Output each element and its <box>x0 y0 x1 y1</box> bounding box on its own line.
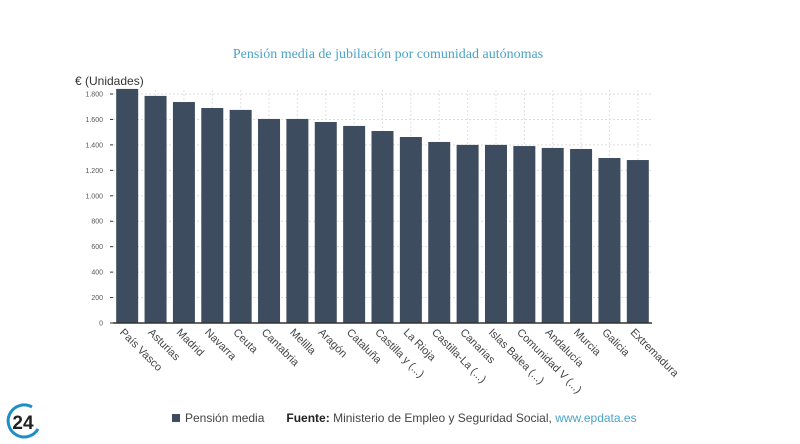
chart-title: Pensión media de jubilación por comunida… <box>233 47 543 62</box>
bar[interactable] <box>570 148 593 323</box>
y-tick-label: 800 <box>91 219 103 226</box>
y-axis-label: € (Unidades) <box>75 74 144 88</box>
y-tick-label: 0 <box>99 321 103 328</box>
bar[interactable] <box>626 160 649 323</box>
bar[interactable] <box>541 147 564 323</box>
bar[interactable] <box>258 118 281 324</box>
legend-item[interactable]: Pensión media <box>172 411 264 425</box>
bar[interactable] <box>343 125 366 324</box>
bar[interactable] <box>598 157 621 323</box>
bar[interactable] <box>144 95 167 324</box>
bar[interactable] <box>484 144 507 323</box>
y-tick-label: 1.800 <box>85 92 103 99</box>
y-tick-label: 400 <box>91 270 103 277</box>
y-tick-label: 1.000 <box>85 193 103 200</box>
source-link[interactable]: www.epdata.es <box>555 411 637 425</box>
bar[interactable] <box>428 141 451 323</box>
x-tick-label: Extremadura <box>628 327 682 381</box>
legend: Pensión media Fuente: Ministerio de Empl… <box>172 411 637 425</box>
y-tick-label: 1.400 <box>85 142 103 149</box>
bar[interactable] <box>116 88 139 324</box>
y-tick-label: 1.200 <box>85 168 103 175</box>
logo-24: 24 <box>4 403 44 444</box>
bar[interactable] <box>229 109 252 324</box>
bar[interactable] <box>201 107 224 323</box>
bar[interactable] <box>314 121 337 323</box>
svg-text:24: 24 <box>12 413 34 434</box>
bar[interactable] <box>456 144 479 323</box>
y-tick-label: 1.600 <box>85 117 103 124</box>
legend-swatch <box>172 414 180 422</box>
bar[interactable] <box>286 118 309 324</box>
x-tick-label: Galicia <box>599 327 632 360</box>
bar[interactable] <box>371 131 394 323</box>
bar[interactable] <box>513 146 536 323</box>
source-note: Fuente: Ministerio de Empleo y Seguridad… <box>286 411 637 425</box>
y-tick-label: 600 <box>91 244 103 251</box>
bar[interactable] <box>399 137 422 323</box>
x-tick-label: Aragón <box>316 327 350 361</box>
bar[interactable] <box>172 102 195 323</box>
y-tick-label: 200 <box>91 295 103 302</box>
